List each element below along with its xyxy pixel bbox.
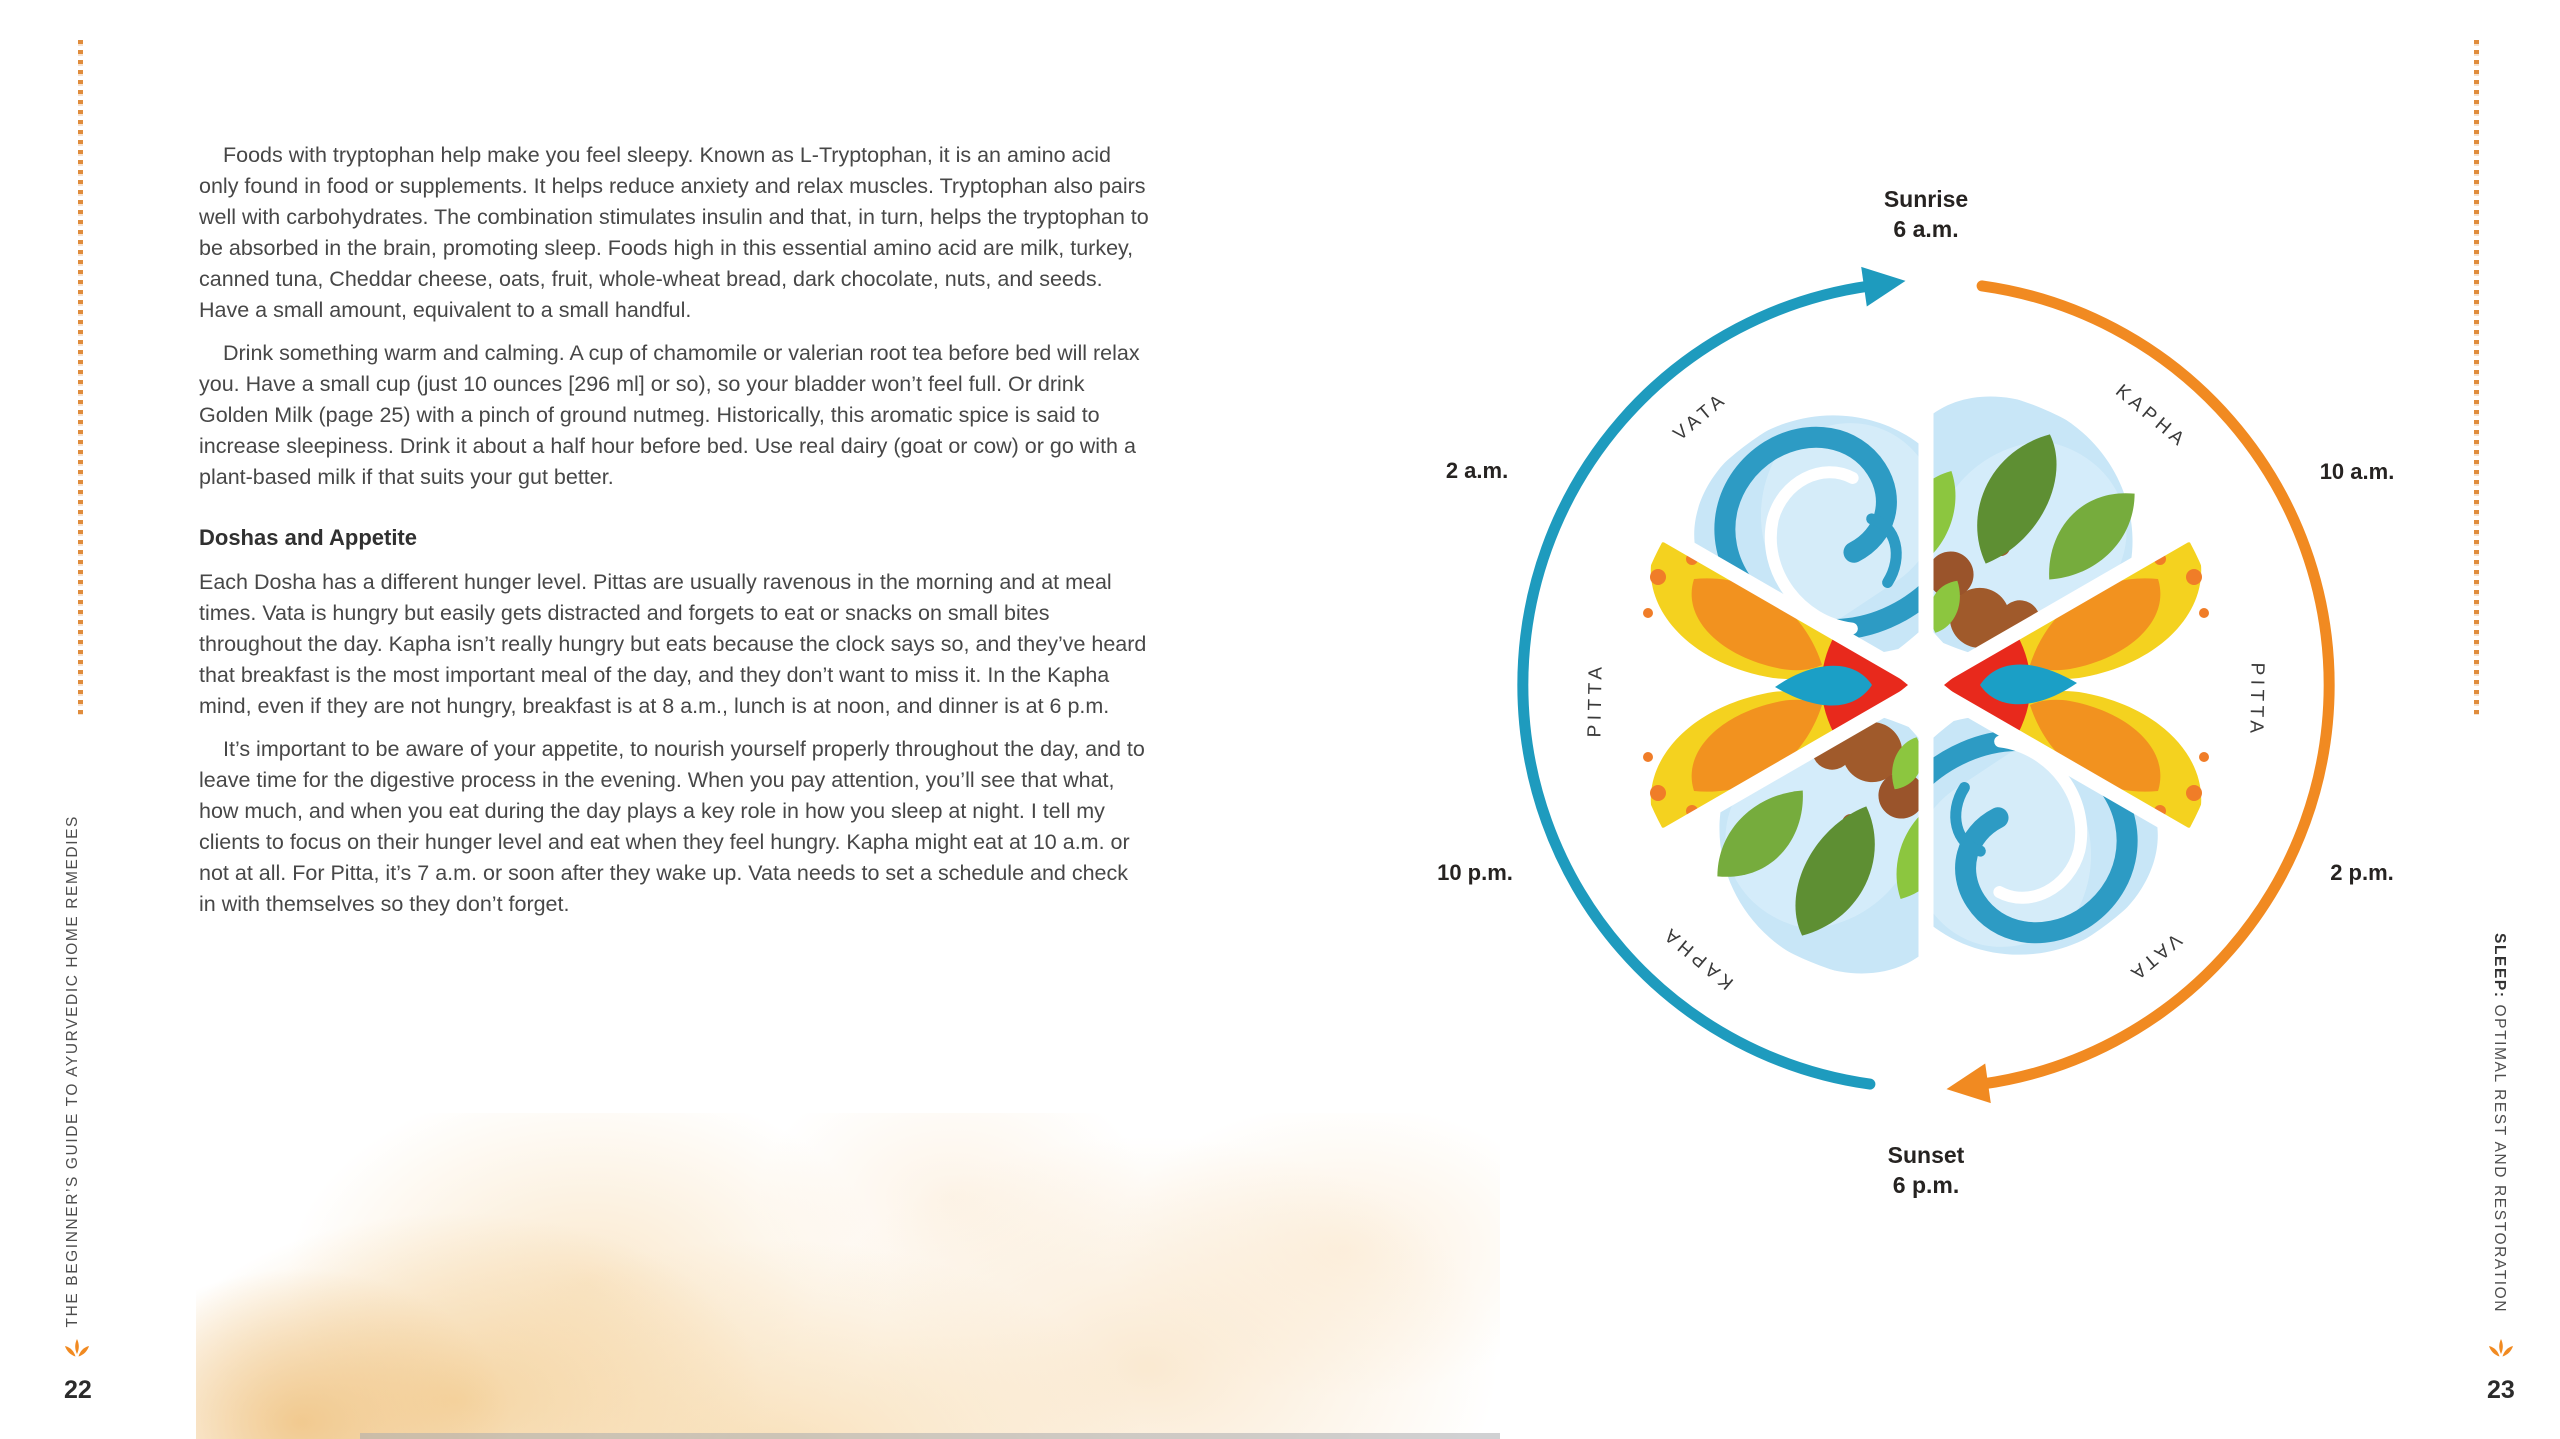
chapter-subtitle: OPTIMAL REST AND RESTORATION	[2491, 998, 2508, 1314]
right-page: Sunrise 6 a.m. Sunset 6 p.m. 2 a.m. 10 a…	[1280, 0, 2560, 1439]
day-arc	[1976, 280, 2335, 1090]
lotus-icon	[2489, 1339, 2513, 1357]
paragraph-appetite-awareness: It’s important to be aware of your appet…	[199, 737, 1145, 916]
dotted-border-left	[78, 40, 83, 715]
left-page-body: Foods with tryptophan help make you feel…	[199, 140, 1149, 932]
sunset-caption: Sunset 6 p.m.	[1888, 1140, 1965, 1200]
day-arrowhead-icon	[1946, 1063, 1991, 1104]
night-arc	[1517, 280, 1876, 1090]
sunrise-caption: Sunrise 6 a.m.	[1884, 184, 1968, 244]
dosha-flower	[1643, 357, 2209, 1013]
paragraph-dosha-hunger: Each Dosha has a different hunger level.…	[199, 570, 1147, 718]
watercolor-wash	[196, 1113, 1500, 1439]
section-heading: Doshas and Appetite	[199, 525, 417, 550]
lotus-icon	[65, 1339, 89, 1357]
dotted-border-right	[2474, 40, 2479, 715]
photo-edge-strip	[360, 1433, 1500, 1439]
time-label-2pm: 2 p.m.	[2330, 860, 2394, 885]
time-label-2am: 2 a.m.	[1445, 458, 1509, 483]
dosha-label-pitta-left: PITTA	[1584, 662, 1607, 738]
dosha-clock-diagram	[1517, 266, 2335, 1104]
paragraph-warm-drinks: Drink something warm and calming. A cup …	[199, 341, 1140, 489]
right-spine-title: SLEEP: OPTIMAL REST AND RESTORATION	[2490, 933, 2508, 1313]
sunset-title: Sunset	[1887, 1142, 1965, 1168]
chapter-name: SLEEP:	[2491, 933, 2508, 999]
sunset-time: 6 p.m.	[1892, 1172, 1960, 1198]
dosha-label-pitta-right: PITTA	[2245, 662, 2268, 738]
time-label-10pm: 10 p.m.	[1437, 860, 1513, 885]
paragraph-tryptophan: Foods with tryptophan help make you feel…	[199, 143, 1149, 322]
night-arrowhead-icon	[1861, 266, 1906, 307]
page-number: 22	[64, 1376, 92, 1404]
time-label-10am: 10 a.m.	[2319, 459, 2395, 484]
sunrise-title: Sunrise	[1883, 186, 1969, 212]
page-number: 23	[2487, 1376, 2515, 1404]
sunrise-time: 6 a.m.	[1893, 216, 1959, 242]
left-spine-title: THE BEGINNER’S GUIDE TO AYURVEDIC HOME R…	[64, 815, 81, 1328]
